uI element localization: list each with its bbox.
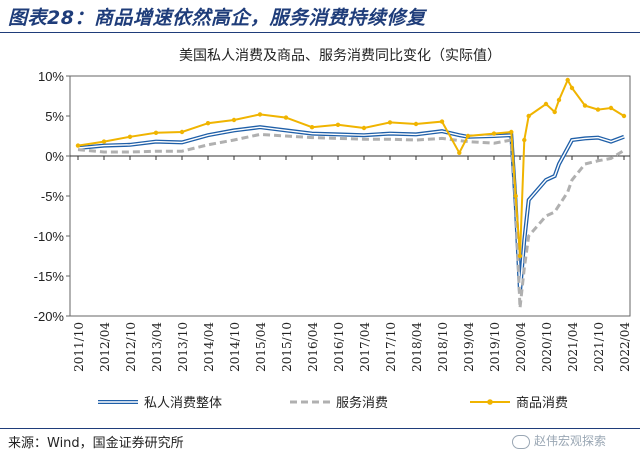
series-point-goods [179,129,185,135]
x-tick-label: 2014/04 [202,322,216,372]
y-tick-label: 10% [38,69,64,84]
y-tick-label: -15% [34,269,65,284]
series-point-goods [387,120,393,125]
x-tick-label: 2017/10 [384,322,398,372]
legend-label: 私人消费整体 [144,396,222,411]
series-line-goods [77,77,625,257]
series-point-goods [283,115,289,120]
x-tick-label: 2021/04 [566,322,580,372]
chart-canvas: 美国私人消费及商品、服务消费同比变化（实际值） 10% 5% 0% -5% -10% -15… [34,48,632,411]
series-point-goods [556,97,562,103]
x-tick-label: 2011/10 [72,322,86,372]
x-tick-label: 2018/10 [436,322,450,372]
series-point-goods [361,125,367,131]
x-tick-label: 2015/04 [254,322,268,372]
y-tick-label: -20% [34,309,65,324]
series-point-goods [257,112,263,117]
series-point-goods [335,122,341,128]
x-tick-label: 2018/04 [410,322,424,372]
series-point-goods [153,130,159,135]
series-point-goods [543,101,549,107]
x-tick-label: 2019/10 [488,322,502,372]
watermark: 赵伟宏观探索 [512,432,634,450]
series-point-goods [101,139,107,144]
series-point-goods [127,134,133,139]
plot-frame [69,75,631,317]
series-line-services [77,132,625,309]
y-tick-label: 5% [45,109,64,124]
x-tick-label: 2016/10 [332,322,346,372]
series-point-goods [517,253,523,259]
legend-label: 服务消费 [336,395,388,411]
x-tick-label: 2012/04 [98,322,112,372]
series-point-goods [491,131,497,136]
chart-title: 美国私人消费及商品、服务消费同比变化（实际值） [179,48,501,64]
series-point-goods [509,129,514,135]
x-tick-label: 2017/04 [358,322,372,372]
x-tick-label: 2020/10 [540,322,554,372]
source-divider [0,428,640,429]
x-tick-label: 2013/04 [150,322,164,372]
y-tick-label: -10% [34,229,65,244]
series-point-goods [522,137,527,143]
series-point-goods [439,119,445,124]
y-tick-label: 0% [45,149,64,164]
legend-marker-goods [487,399,493,405]
series-point-goods [569,85,575,91]
series-point-goods [309,125,315,130]
series-point-goods [582,103,588,108]
wechat-icon [512,434,530,449]
figure-title: 图表28：商品增速依然高企，服务消费持续修复 [8,7,426,29]
x-tick-label: 2021/10 [592,322,606,372]
x-tick-label: 2015/10 [280,322,294,372]
watermark-text: 赵伟宏观探索 [534,434,607,448]
series-point-goods [205,121,211,126]
series-point-goods [552,109,557,115]
series-point-goods [526,113,531,119]
y-tick-label: -5% [41,189,65,204]
legend-label: 商品消费 [516,396,568,411]
x-tick-label: 2016/04 [306,322,320,372]
x-tick-label: 2019/04 [462,322,476,372]
x-tick-label: 2013/10 [176,322,190,372]
series-point-goods [595,107,601,112]
series-point-goods [621,113,627,119]
x-tick-label: 2014/10 [228,322,242,372]
series-point-goods [513,193,518,199]
x-tick-label: 2012/10 [124,322,138,372]
series-point-goods [465,133,471,139]
series-point-goods [457,150,462,155]
series-point-goods [608,105,614,111]
series-point-goods [231,117,237,123]
series-point-goods [565,77,570,83]
x-tick-label: 2020/04 [514,322,528,372]
x-tick-label: 2022/04 [618,322,632,372]
series-point-goods [413,121,419,127]
source-note: 来源：Wind，国金证券研究所 [8,436,184,451]
series-point-goods [75,143,81,148]
figure-header: 图表28：商品增速依然高企，服务消费持续修复 [0,0,640,33]
series-line-total-inner [77,126,625,293]
